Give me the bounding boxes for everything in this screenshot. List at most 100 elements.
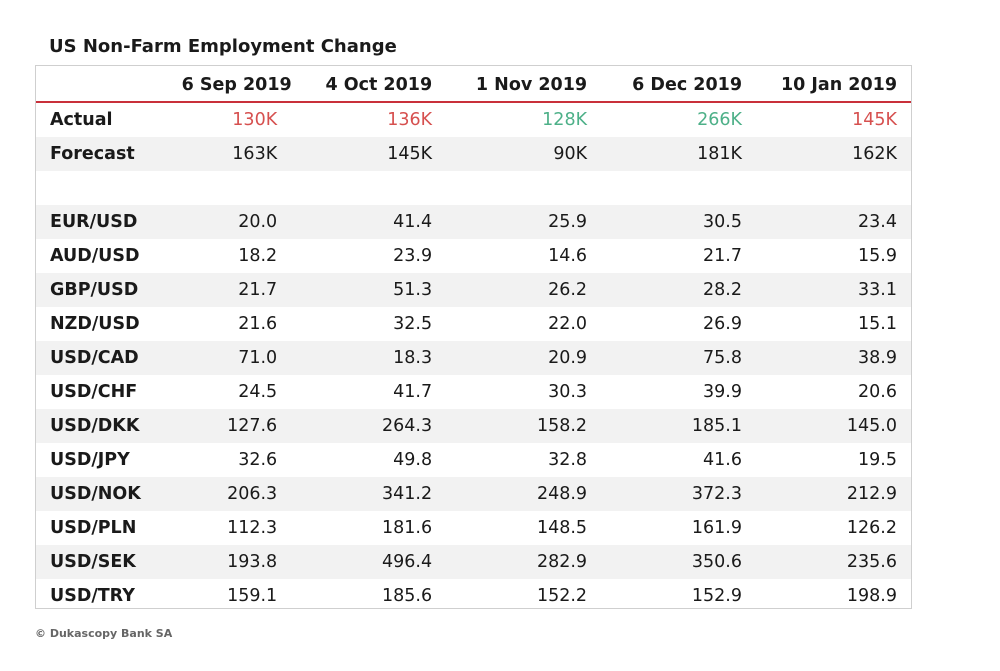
table-cell: 39.9 (703, 382, 742, 402)
table-cell: 41.4 (393, 212, 433, 232)
nfp-table: 6 Sep 2019 4 Oct 2019 1 Nov 2019 6 Dec 2… (36, 66, 911, 613)
row-label: USD/CAD (50, 348, 139, 368)
table-cell: 152.9 (691, 586, 742, 606)
table-cell: 33.1 (858, 280, 897, 300)
row-label: USD/JPY (50, 450, 130, 470)
table-cell: 248.9 (536, 484, 588, 504)
table-cell: 198.9 (846, 586, 897, 606)
table-cell: 24.5 (238, 382, 278, 402)
row-label: USD/TRY (50, 586, 135, 606)
table-cell (446, 171, 601, 205)
table-cell: 19.5 (858, 450, 897, 470)
table-cell: 49.8 (393, 450, 433, 470)
table-cell: 341.2 (382, 484, 433, 504)
data-table-frame: 6 Sep 2019 4 Oct 2019 1 Nov 2019 6 Dec 2… (35, 65, 912, 609)
table-cell: 136K (387, 110, 433, 130)
row-label: USD/SEK (50, 552, 136, 572)
row-label: USD/CHF (50, 382, 138, 402)
header-cell-date: 4 Oct 2019 (325, 74, 433, 95)
table-cell: 14.6 (548, 246, 588, 266)
table-cell: 161.9 (691, 518, 742, 538)
row-label: NZD/USD (50, 314, 140, 334)
table-cell: 20.9 (548, 348, 588, 368)
table-cell: 130K (232, 110, 278, 130)
table-cell: 159.1 (227, 586, 278, 606)
table-cell: 26.9 (703, 314, 742, 334)
table-cell: 32.6 (238, 450, 278, 470)
table-cell: 32.8 (548, 450, 588, 470)
table-cell: 30.3 (548, 382, 588, 402)
table-body: Actual 130K 136K 128K 266K 145K Forecast 163K 14… (36, 102, 911, 613)
table-cell: 32.5 (393, 314, 433, 334)
row-label: USD/NOK (50, 484, 141, 504)
table-row: AUD/USD 18.2 23.9 14.6 21.7 15.9 (36, 239, 911, 273)
table-cell: 181.6 (382, 518, 433, 538)
table-cell: 23.9 (393, 246, 433, 266)
table-cell: 20.6 (858, 382, 897, 402)
table-row: GBP/USD 21.7 51.3 26.2 28.2 33.1 (36, 273, 911, 307)
table-cell: 264.3 (382, 416, 433, 436)
table-cell: 25.9 (548, 212, 588, 232)
table-cell: 75.8 (703, 348, 742, 368)
table-cell: 90K (553, 144, 588, 164)
table-cell: 18.3 (393, 348, 433, 368)
table-cell: 163K (232, 144, 278, 164)
row-label: USD/DKK (50, 416, 140, 436)
table-cell: 20.0 (238, 212, 278, 232)
table-cell: 185.1 (691, 416, 742, 436)
table-row: USD/SEK 193.8 496.4 282.9 350.6 235.6 (36, 545, 911, 579)
copyright-footer: © Dukascopy Bank SA (35, 627, 173, 640)
table-cell: 21.7 (703, 246, 742, 266)
table-row: USD/JPY 32.6 49.8 32.8 41.6 19.5 (36, 443, 911, 477)
table-row: USD/PLN 112.3 181.6 148.5 161.9 126.2 (36, 511, 911, 545)
table-cell: 127.6 (227, 416, 278, 436)
table-cell: 235.6 (846, 552, 897, 572)
table-cell: 212.9 (846, 484, 897, 504)
table-cell: 152.2 (536, 586, 588, 606)
table-row (36, 171, 911, 205)
table-title: US Non-Farm Employment Change (49, 36, 397, 57)
row-label: EUR/USD (50, 212, 138, 232)
table-row: NZD/USD 21.6 32.5 22.0 26.9 15.1 (36, 307, 911, 341)
table-cell: 282.9 (536, 552, 588, 572)
table-cell: 71.0 (238, 348, 278, 368)
table-cell: 181K (697, 144, 742, 164)
table-row: USD/DKK 127.6 264.3 158.2 185.1 145.0 (36, 409, 911, 443)
table-cell: 41.6 (703, 450, 742, 470)
table-cell: 128K (542, 110, 588, 130)
row-label: USD/PLN (50, 518, 137, 538)
header-cell-date: 10 Jan 2019 (780, 74, 897, 95)
table-cell (168, 171, 292, 205)
table-cell: 350.6 (691, 552, 742, 572)
table-cell: 162K (852, 144, 897, 164)
table-cell: 206.3 (227, 484, 278, 504)
table-row: USD/CHF 24.5 41.7 30.3 39.9 20.6 (36, 375, 911, 409)
table-cell: 193.8 (227, 552, 278, 572)
table-cell: 26.2 (548, 280, 588, 300)
table-cell: 15.1 (858, 314, 897, 334)
table-cell: 496.4 (382, 552, 433, 572)
row-label (36, 171, 168, 205)
table-cell (601, 171, 756, 205)
row-label: Actual (50, 110, 113, 130)
table-cell: 22.0 (548, 314, 588, 334)
header-cell-date: 6 Dec 2019 (632, 74, 742, 95)
table-cell: 145K (387, 144, 433, 164)
table-row: USD/CAD 71.0 18.3 20.9 75.8 38.9 (36, 341, 911, 375)
table-row: USD/TRY 159.1 185.6 152.2 152.9 198.9 (36, 579, 911, 613)
header-cell-date: 6 Sep 2019 (181, 74, 292, 95)
table-row: Actual 130K 136K 128K 266K 145K (36, 102, 911, 137)
table-cell: 266K (697, 110, 742, 130)
table-cell: 112.3 (227, 518, 278, 538)
table-cell: 38.9 (858, 348, 897, 368)
header-row: 6 Sep 2019 4 Oct 2019 1 Nov 2019 6 Dec 2… (36, 66, 911, 102)
header-cell-date: 1 Nov 2019 (475, 74, 588, 95)
table-row: USD/NOK 206.3 341.2 248.9 372.3 212.9 (36, 477, 911, 511)
table-cell: 18.2 (238, 246, 278, 266)
table-cell: 185.6 (382, 586, 433, 606)
row-label: GBP/USD (50, 280, 139, 300)
table-cell: 41.7 (393, 382, 433, 402)
table-cell (291, 171, 446, 205)
table-cell: 148.5 (536, 518, 588, 538)
table-cell: 21.6 (238, 314, 278, 334)
